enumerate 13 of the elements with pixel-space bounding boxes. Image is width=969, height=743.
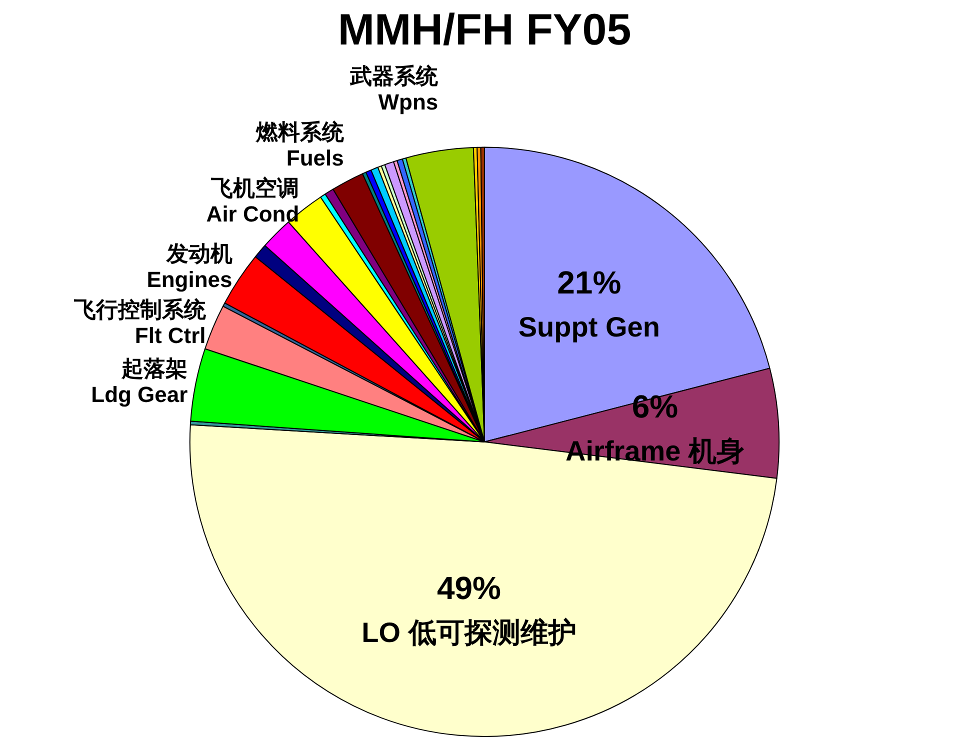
slice-label: 燃料系统 Fuels	[254, 120, 345, 171]
slice-label: 武器系统 Wpns	[349, 64, 440, 115]
slice-label: Suppt Gen	[518, 312, 660, 343]
slice-label: 飞机空调 Air Cond	[206, 176, 300, 227]
data-label: 49%	[436, 570, 501, 606]
data-label: 21%	[557, 264, 622, 301]
chart-title: MMH/FH FY05	[338, 6, 632, 55]
slice-label: LO 低可探测维护	[362, 616, 576, 648]
data-label: 6%	[632, 388, 678, 425]
slice-label: 发动机 Engines	[146, 241, 232, 292]
slice-label: 飞行控制系统 Flt Ctrl	[72, 297, 207, 348]
slice-label: Airframe 机身	[566, 436, 744, 467]
slice-label: 起落架 Ldg Gear	[91, 356, 188, 407]
